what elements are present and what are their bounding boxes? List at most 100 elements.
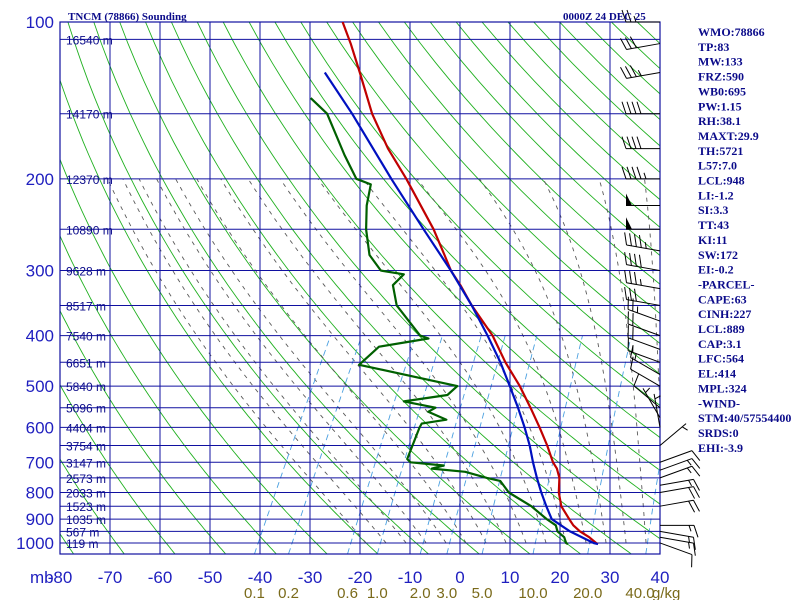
barb-half-feather xyxy=(643,172,647,179)
barb-feather xyxy=(624,232,628,246)
barb-half-feather xyxy=(686,467,692,474)
mixing-ratio-label: 10.0 xyxy=(518,585,547,600)
mixing-ratio-line xyxy=(532,335,583,554)
pressure-tick-label: 800 xyxy=(26,483,54,502)
index-value: RH:38.1 xyxy=(698,114,741,128)
sounding-profiles xyxy=(309,22,599,546)
pressure-unit-label: mb xyxy=(30,568,54,587)
dry-adiabat xyxy=(60,458,125,554)
wind-barbs xyxy=(620,9,701,568)
height-label: 4404 m xyxy=(66,421,106,435)
dry-adiabat xyxy=(60,78,379,554)
barb-feather xyxy=(636,101,642,114)
wind-barb xyxy=(624,286,661,306)
wind-barb xyxy=(659,450,701,463)
index-value: PW:1.15 xyxy=(698,99,742,113)
barb-feather xyxy=(624,66,632,78)
moist-adiabat xyxy=(542,178,627,544)
dry-adiabat xyxy=(93,22,480,554)
barb-staff xyxy=(630,368,661,387)
barb-feather xyxy=(693,525,699,538)
mixing-ratio-label: 20.0 xyxy=(573,585,602,600)
barb-feather xyxy=(620,67,627,79)
height-label: 5096 m xyxy=(66,402,106,416)
wind-barb xyxy=(621,101,660,115)
dry-adiabat xyxy=(119,22,531,554)
barb-feather xyxy=(626,9,632,23)
height-label: 14170 m xyxy=(66,108,113,122)
wind-barb xyxy=(624,270,661,290)
wind-barb xyxy=(633,373,661,409)
index-value: TT:43 xyxy=(698,218,729,232)
wind-barb xyxy=(626,193,660,206)
barb-feather xyxy=(624,252,628,265)
wind-barb xyxy=(659,465,701,479)
pressure-tick-label: 700 xyxy=(26,453,54,472)
height-label: 7540 m xyxy=(66,330,106,344)
moist-adiabat xyxy=(122,178,387,544)
wind-barb xyxy=(621,9,660,23)
index-value: CAPE:63 xyxy=(698,292,747,306)
barb-half-feather xyxy=(645,387,651,393)
barb-half-feather xyxy=(688,525,692,532)
indices-panel: WMO:78866TP:83MW:133FRZ:590WB0:695PW:1.1… xyxy=(698,25,791,455)
mixing-ratio-label: 0.1 xyxy=(244,585,265,600)
wind-barb xyxy=(621,136,660,150)
barb-feather xyxy=(624,286,628,300)
barb-staff xyxy=(626,43,661,50)
index-value: FRZ:590 xyxy=(698,70,744,84)
wind-barb xyxy=(621,166,660,180)
dry-adiabat xyxy=(429,22,660,257)
mixing-ratio-line xyxy=(253,335,332,554)
index-value: EL:414 xyxy=(698,367,736,381)
temperature-tick-label: -80 xyxy=(48,568,73,587)
mixing-ratio-label: 0.2 xyxy=(278,585,299,600)
wind-barb xyxy=(659,536,696,556)
barb-half-feather xyxy=(644,242,647,249)
wind-barb xyxy=(659,478,700,491)
barb-feather xyxy=(633,373,640,387)
index-value: SW:172 xyxy=(698,248,738,262)
height-label: 1035 m xyxy=(66,513,106,527)
pressure-tick-label: 600 xyxy=(26,418,54,437)
mixing-ratio-line xyxy=(446,335,506,554)
dry-adiabat xyxy=(60,383,176,554)
height-label: 2033 m xyxy=(66,486,106,500)
mixing-ratio-label: 40.0 xyxy=(625,585,654,600)
barb-half-feather xyxy=(654,395,661,400)
barb-feather xyxy=(631,101,637,114)
index-value: -WIND- xyxy=(698,396,740,410)
wind-barb xyxy=(620,65,661,79)
mixing-ratio-line xyxy=(419,335,482,554)
height-label: 119 m xyxy=(66,537,98,551)
pressure-tick-label: 100 xyxy=(26,13,54,32)
dry-adiabat xyxy=(326,22,660,375)
dry-adiabat xyxy=(352,22,660,345)
temperature-profile xyxy=(341,22,599,546)
height-label: 9628 m xyxy=(66,265,106,279)
wind-barb xyxy=(624,232,661,252)
index-value: CINH:227 xyxy=(698,307,751,321)
barb-feather xyxy=(634,271,637,285)
barb-feather xyxy=(626,136,632,149)
barb-feather xyxy=(691,458,701,469)
height-label: 6651 m xyxy=(66,356,106,370)
barb-feather xyxy=(624,37,632,49)
wind-barb xyxy=(653,393,661,428)
index-value: WB0:695 xyxy=(698,84,746,98)
height-label: 8517 m xyxy=(66,299,106,313)
barb-feather xyxy=(634,234,637,247)
station-title: TNCM (78866) Sounding xyxy=(68,11,187,23)
mixing-ratio-label: 5.0 xyxy=(472,585,493,600)
barb-staff xyxy=(659,458,693,471)
barb-flag xyxy=(626,193,632,206)
pressure-tick-label: 300 xyxy=(26,262,54,281)
temperature-tick-label: -30 xyxy=(298,568,323,587)
temperature-tick-label: -50 xyxy=(198,568,223,587)
mixing-ratio-line xyxy=(288,335,363,554)
height-label: 567 m xyxy=(66,525,99,539)
barb-staff xyxy=(627,308,661,322)
time-label: 0000Z 24 DEC 25 xyxy=(563,11,646,23)
barb-feather xyxy=(688,500,696,513)
barb-staff xyxy=(659,423,687,446)
